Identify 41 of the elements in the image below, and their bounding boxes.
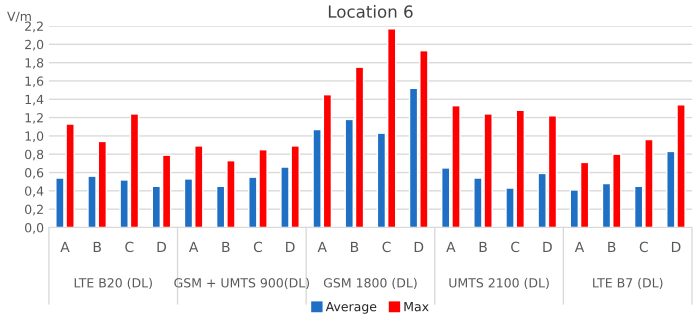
x-tick-label: A: [574, 242, 584, 252]
text: LTE B20 (DL): [74, 278, 152, 290]
legend-label: Max: [404, 302, 429, 312]
x-tick-label: C: [640, 242, 648, 252]
y-tick-label: 2,2: [25, 21, 43, 32]
x-tick-label: A: [318, 242, 327, 252]
y-tick-label: 0,2: [25, 204, 43, 216]
y-tick-label: 1,2: [26, 113, 43, 124]
text: GSM 1800 (DL): [324, 278, 417, 290]
x-tick-label: D: [543, 242, 552, 252]
text: UMTS 2100 (DL): [449, 278, 549, 290]
y-tick-label: 1,0: [26, 131, 44, 142]
y-tick-label: 0,0: [25, 222, 44, 234]
y-tick-label: 1,8: [26, 58, 44, 69]
x-tick-label: A: [188, 242, 198, 252]
y-tick-label: 1,6: [26, 76, 44, 88]
x-tick-label: C: [254, 242, 262, 252]
chart-title: Location 6: [328, 5, 413, 18]
y-tick-label: 0,6: [25, 168, 44, 179]
x-tick-label: B: [608, 242, 616, 252]
legend-label: Average: [326, 302, 376, 314]
x-tick-label: D: [672, 242, 680, 252]
text: GSM + UMTS 900(DL): [174, 278, 310, 290]
x-tick-label: D: [286, 242, 295, 252]
x-tick-label: A: [446, 242, 456, 252]
y-tick-label: 1,4: [26, 94, 44, 106]
x-tick-label: C: [382, 242, 391, 252]
x-tick-label: B: [350, 242, 358, 252]
x-tick-label: C: [125, 242, 134, 252]
y-tick-label: 0,4: [25, 186, 44, 198]
y-axis-title: V/m: [7, 12, 31, 22]
x-tick-label: C: [511, 242, 520, 252]
x-tick-label: D: [157, 242, 166, 252]
x-tick-label: D: [414, 242, 424, 252]
x-tick-label: B: [94, 242, 101, 252]
y-tick-label: 2,0: [25, 40, 44, 51]
x-tick-label: B: [222, 242, 230, 252]
text: LTE B7 (DL): [593, 278, 662, 290]
y-tick-label: 0,8: [25, 150, 44, 160]
x-tick-label: A: [60, 242, 70, 252]
x-tick-label: B: [480, 242, 487, 252]
